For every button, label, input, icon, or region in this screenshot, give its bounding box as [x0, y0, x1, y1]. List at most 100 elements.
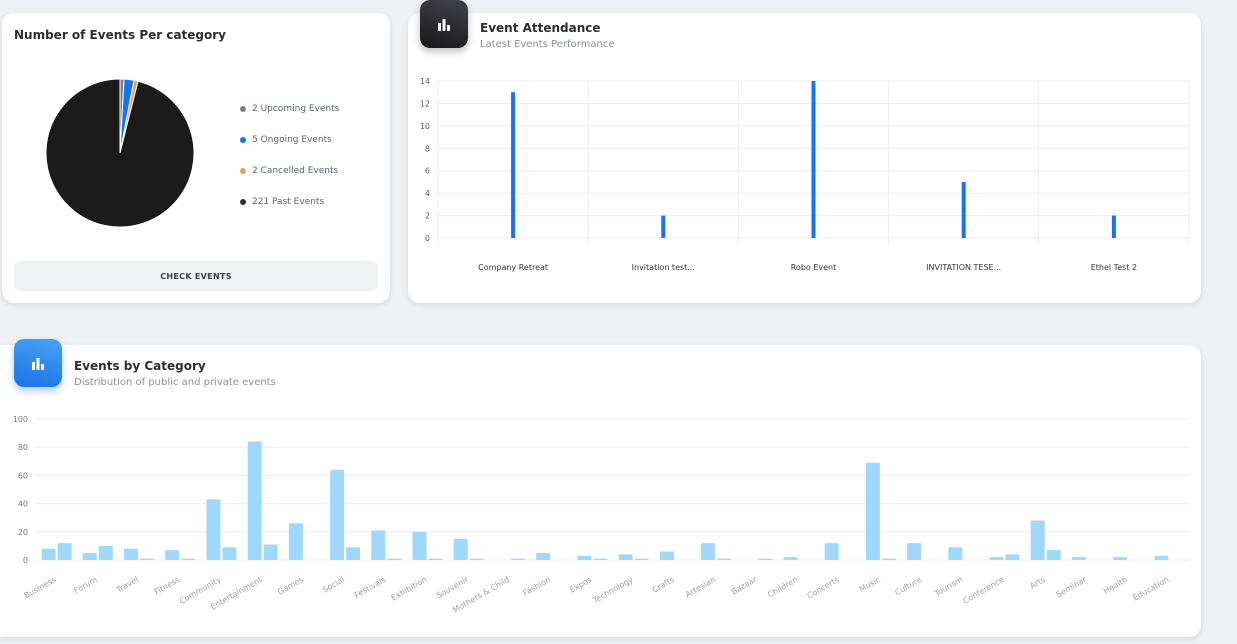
bar[interactable] — [989, 557, 1004, 560]
category-bar-chart: 0 20 40 60 80 100 Business Forum Travel Fitness Co… — [13, 415, 1190, 615]
bar[interactable] — [783, 557, 798, 560]
bar[interactable] — [41, 548, 56, 560]
bar[interactable] — [346, 547, 361, 560]
x-tick-label: Forum — [72, 575, 99, 596]
legend-label: 5 Ongoing Events — [252, 134, 332, 145]
category-title: Events by Category — [74, 359, 206, 373]
check-events-button[interactable]: CHECK EVENTS — [14, 261, 378, 291]
bar[interactable] — [659, 551, 674, 560]
bar[interactable] — [206, 499, 221, 560]
x-tick-label: Exhibition — [390, 575, 429, 603]
x-tick-label: Expos — [568, 575, 593, 595]
bar[interactable] — [536, 552, 551, 560]
bar[interactable] — [1071, 557, 1086, 560]
bar[interactable] — [181, 558, 196, 560]
y-tick-label: 40 — [18, 500, 28, 509]
bar[interactable] — [717, 558, 732, 560]
x-tick-label: Social — [321, 575, 346, 595]
bar[interactable] — [469, 558, 484, 560]
bar[interactable] — [1046, 550, 1061, 560]
x-tick-label: Artesian — [684, 575, 717, 599]
y-tick-label: 100 — [13, 415, 28, 424]
pie-slice-past-events[interactable] — [45, 78, 195, 228]
bar[interactable] — [618, 554, 633, 560]
bar[interactable] — [124, 548, 139, 560]
legend-item-ongoing: 5 Ongoing Events — [240, 124, 339, 155]
x-tick-label: Concerts — [805, 575, 840, 601]
bar[interactable] — [412, 531, 427, 560]
bar[interactable] — [1154, 555, 1169, 560]
events-per-category-card: Number of Events Per category 2 Upcoming… — [2, 13, 390, 303]
legend-label: 2 Upcoming Events — [252, 103, 340, 114]
bar[interactable] — [824, 543, 839, 560]
category-subtitle: Distribution of public and private event… — [74, 377, 276, 388]
y-tick-label: 8 — [425, 144, 430, 153]
bar[interactable] — [387, 558, 402, 560]
x-tick-label: INVITATION TESE... — [926, 263, 1001, 272]
bar[interactable] — [288, 523, 303, 560]
bar[interactable] — [1113, 557, 1128, 560]
bar[interactable] — [593, 558, 608, 560]
x-tick-label: Robo Event — [791, 263, 837, 272]
bar[interactable] — [634, 558, 649, 560]
bar[interactable] — [247, 441, 262, 560]
x-tick-label: Business — [23, 575, 58, 600]
bar[interactable] — [330, 469, 345, 560]
events-by-category-card: Events by Category Distribution of publi… — [0, 339, 1201, 637]
x-tick-label: Festivals — [353, 575, 387, 600]
bar[interactable] — [428, 558, 443, 560]
x-tick-label: Souvenir — [435, 575, 471, 601]
bar[interactable] — [140, 558, 155, 560]
x-tick-label: Technology — [590, 575, 634, 606]
bar[interactable] — [811, 81, 816, 238]
pie-card-title: Number of Events Per category — [14, 28, 227, 42]
bar[interactable] — [98, 545, 113, 560]
bar[interactable] — [865, 462, 880, 560]
attendance-bar-chart: 0 2 4 6 8 10 12 14 Company Retreat Invitation tes… — [420, 77, 1190, 272]
bar[interactable] — [371, 530, 386, 560]
bar[interactable] — [263, 544, 278, 560]
legend-item-upcoming: 2 Upcoming Events — [240, 93, 339, 124]
bar[interactable] — [165, 550, 180, 560]
bar[interactable] — [1030, 520, 1045, 560]
legend-label: 221 Past Events — [252, 196, 325, 207]
bar[interactable] — [222, 547, 237, 560]
bar[interactable] — [701, 543, 716, 560]
bar[interactable] — [1111, 215, 1116, 238]
x-tick-label: Seminar — [1055, 575, 1089, 600]
bar[interactable] — [961, 181, 966, 238]
bar[interactable] — [57, 543, 72, 560]
x-tick-label: Travel — [114, 575, 140, 595]
bar[interactable] — [948, 547, 963, 560]
y-tick-label: 2 — [425, 212, 430, 221]
y-tick-label: 14 — [420, 77, 430, 86]
bar[interactable] — [1005, 554, 1020, 560]
x-tick-label: Company Retreat — [478, 263, 548, 272]
legend-dot-icon — [240, 136, 246, 143]
bar[interactable] — [577, 555, 592, 560]
y-tick-label: 6 — [425, 167, 430, 176]
bar[interactable] — [661, 215, 666, 238]
attendance-title: Event Attendance — [480, 21, 601, 35]
attendance-subtitle: Latest Events Performance — [480, 39, 615, 50]
x-tick-label: Arts — [1028, 575, 1046, 591]
x-tick-label: Ethel Test 2 — [1091, 263, 1137, 272]
bar-chart-icon — [420, 0, 468, 48]
x-tick-label: Children — [766, 575, 799, 599]
event-attendance-card: Event Attendance Latest Events Performan… — [408, 0, 1201, 303]
bar[interactable] — [510, 558, 525, 560]
bar[interactable] — [881, 558, 896, 560]
bar[interactable] — [758, 558, 773, 560]
legend-dot-icon — [240, 198, 246, 205]
legend-dot-icon — [240, 105, 246, 112]
bar[interactable] — [453, 538, 468, 560]
x-tick-label: Education — [1131, 575, 1170, 603]
y-tick-label: 4 — [425, 189, 430, 198]
bar[interactable] — [82, 552, 97, 560]
x-tick-label: Culture — [893, 575, 923, 597]
bar[interactable] — [907, 543, 922, 560]
y-tick-label: 80 — [18, 443, 28, 452]
legend-label: 2 Cancelled Events — [252, 165, 339, 176]
bar[interactable] — [511, 92, 516, 238]
x-tick-label: Crafts — [651, 575, 676, 595]
